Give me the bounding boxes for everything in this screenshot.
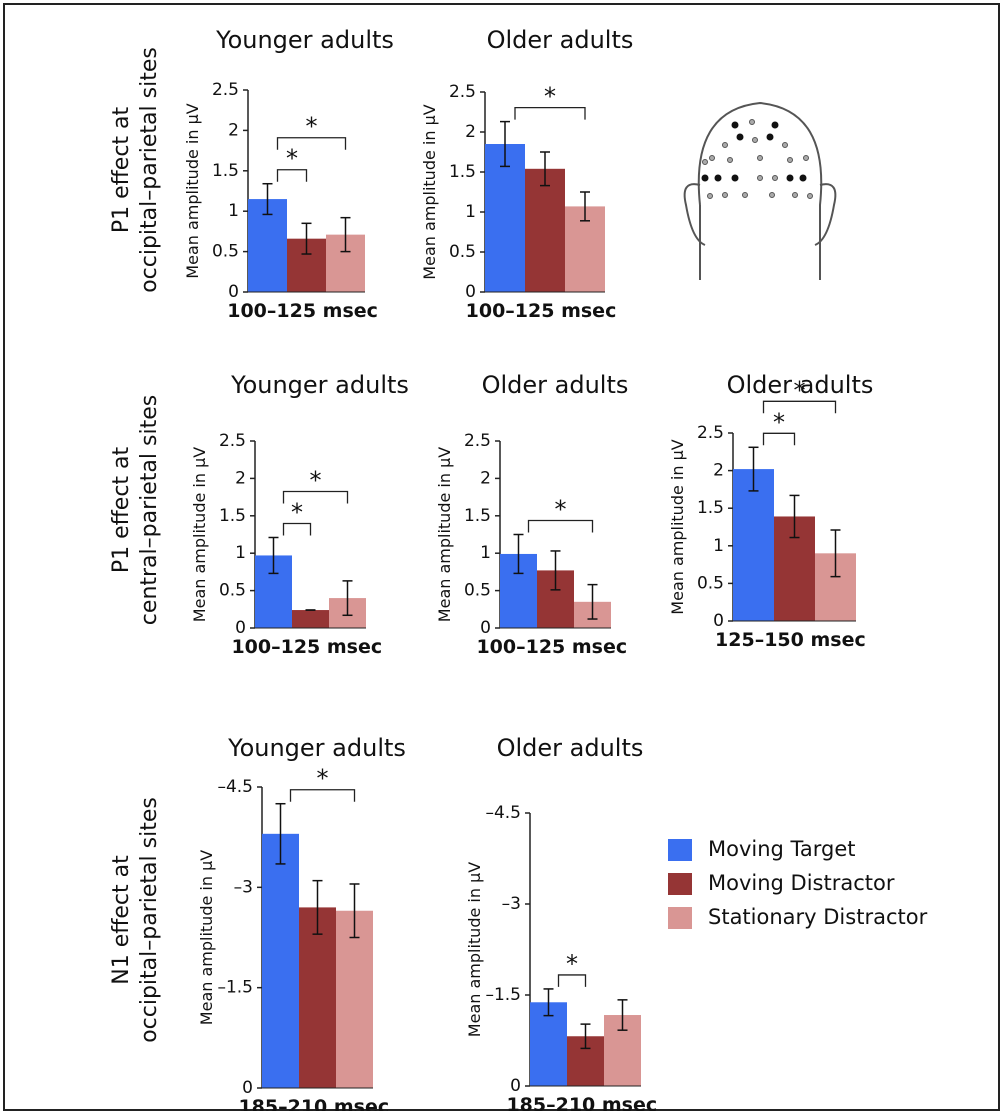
y-tick-label: 0 <box>465 282 476 302</box>
row-label: occipital–parietal sites <box>137 797 162 1043</box>
y-axis-label: Mean amplitude in μV <box>420 104 439 279</box>
y-tick-label: 2 <box>228 120 239 140</box>
y-tick-label: 0 <box>228 282 239 302</box>
legend-label: Stationary Distractor <box>708 905 928 929</box>
significance-label: * <box>794 376 806 404</box>
y-tick-label: 0 <box>713 611 724 631</box>
legend-swatch <box>668 873 692 895</box>
significance-label: * <box>544 83 556 111</box>
y-axis-label: Mean amplitude in μV <box>465 862 484 1037</box>
bar <box>262 834 299 1088</box>
significance-label: * <box>306 113 318 141</box>
y-tick-label: 1 <box>235 543 246 563</box>
chart-title: Older adults <box>487 26 634 54</box>
y-tick-label: 2.5 <box>464 431 491 451</box>
head-diagram <box>685 103 836 280</box>
y-tick-label: 2 <box>713 461 724 481</box>
row-label: N1 effect at <box>109 855 134 985</box>
y-tick-label: –4.5 <box>485 803 521 823</box>
y-tick-label: 1 <box>713 536 724 556</box>
y-tick-label: 0.5 <box>697 573 724 593</box>
row-label: P1 effect at <box>109 446 134 573</box>
chart-title: Older adults <box>497 734 644 762</box>
x-axis-label: 100–125 msec <box>231 636 382 658</box>
y-tick-label: 2.5 <box>449 82 476 102</box>
row-label: occipital–parietal sites <box>137 47 162 293</box>
y-tick-label: 0 <box>235 618 246 638</box>
y-axis-label: Mean amplitude in μV <box>668 439 687 614</box>
chart-title: Younger adults <box>215 26 394 54</box>
y-tick-label: 0.5 <box>449 242 476 262</box>
y-tick-label: 2.5 <box>697 423 724 443</box>
y-tick-label: –4.5 <box>217 777 253 797</box>
significance-label: * <box>773 408 785 436</box>
legend-swatch <box>668 839 692 861</box>
significance-label: * <box>286 145 298 173</box>
chart-title: Younger adults <box>230 371 409 399</box>
row-label: central–parietal sites <box>137 395 162 625</box>
x-axis-label: 185–210 msec <box>506 1094 657 1111</box>
y-tick-label: 1 <box>480 543 491 563</box>
legend-swatch <box>668 907 692 929</box>
legend-label: Moving Target <box>708 837 856 861</box>
y-tick-label: 0.5 <box>212 242 239 262</box>
y-tick-label: 1 <box>228 201 239 221</box>
row-label: P1 effect at <box>109 106 134 233</box>
y-tick-label: 0.5 <box>219 581 246 601</box>
x-axis-label: 100–125 msec <box>227 300 378 322</box>
y-axis-label: Mean amplitude in μV <box>435 447 454 622</box>
y-tick-label: –1.5 <box>485 985 521 1005</box>
y-tick-label: 0.5 <box>464 581 491 601</box>
significance-label: * <box>291 498 303 526</box>
bar <box>292 610 329 628</box>
y-tick-label: 1.5 <box>464 506 491 526</box>
bar <box>525 169 565 292</box>
x-axis-label: 185–210 msec <box>238 1096 389 1111</box>
x-axis-label: 100–125 msec <box>476 636 627 658</box>
y-tick-label: –3 <box>234 877 253 897</box>
y-tick-label: 0 <box>480 618 491 638</box>
chart-title: Older adults <box>482 371 629 399</box>
y-tick-label: 0 <box>510 1076 521 1096</box>
y-tick-label: –1.5 <box>217 978 253 998</box>
y-tick-label: 0 <box>242 1078 253 1098</box>
y-tick-label: 1.5 <box>212 161 239 181</box>
y-tick-label: 2.5 <box>219 431 246 451</box>
y-tick-label: 2 <box>465 122 476 142</box>
y-tick-label: 2 <box>480 468 491 488</box>
y-axis-label: Mean amplitude in μV <box>197 850 216 1025</box>
significance-label: * <box>317 765 329 793</box>
y-tick-label: –3 <box>502 894 521 914</box>
figure: P1 effect atoccipital–parietal sitesP1 e… <box>0 0 1003 1111</box>
y-tick-label: 2.5 <box>212 80 239 100</box>
x-axis-label: 125–150 msec <box>715 629 866 651</box>
significance-label: * <box>310 466 322 494</box>
legend-label: Moving Distractor <box>708 871 895 895</box>
bar <box>733 469 774 621</box>
y-tick-label: 1.5 <box>449 162 476 182</box>
y-axis-label: Mean amplitude in μV <box>183 103 202 278</box>
significance-label: * <box>555 496 567 524</box>
x-axis-label: 100–125 msec <box>466 300 617 322</box>
chart-title: Younger adults <box>227 734 406 762</box>
y-tick-label: 1.5 <box>697 498 724 518</box>
y-tick-label: 1 <box>465 202 476 222</box>
y-axis-label: Mean amplitude in μV <box>190 447 209 622</box>
y-tick-label: 2 <box>235 468 246 488</box>
significance-label: * <box>566 950 578 978</box>
y-tick-label: 1.5 <box>219 506 246 526</box>
